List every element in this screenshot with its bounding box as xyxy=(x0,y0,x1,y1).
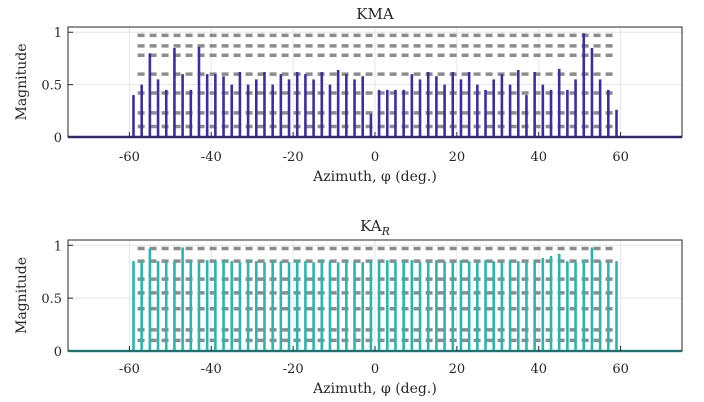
y-tick-label: 0 xyxy=(54,345,62,360)
x-tick-label: 0 xyxy=(371,150,379,165)
chart-title: KAR xyxy=(360,217,390,238)
chart-panel-2: -60 -40 -20 0 20 40 60 0 0.5 1 KAR Azimuth, φ (deg.… xyxy=(14,217,683,397)
x-tick-label: -20 xyxy=(283,150,304,165)
x-tick-label: 20 xyxy=(449,150,466,165)
y-tick-label: 0.5 xyxy=(41,292,62,307)
x-axis-label: Azimuth, φ (deg.) xyxy=(312,381,437,397)
x-tick-label: -60 xyxy=(119,150,140,165)
x-tick-label: -40 xyxy=(201,362,222,377)
y-axis-label: Magnitude xyxy=(14,43,30,120)
y-tick-label: 0 xyxy=(54,131,62,146)
x-tick-label: -60 xyxy=(119,362,140,377)
x-tick-label: 40 xyxy=(530,150,547,165)
x-tick-label: 60 xyxy=(612,150,629,165)
x-tick-label: -20 xyxy=(283,362,304,377)
chart-title: KMA xyxy=(356,5,394,23)
x-tick-label: 40 xyxy=(530,362,547,377)
x-axis-label: Azimuth, φ (deg.) xyxy=(312,169,437,185)
chart-panel-1: -60 -40 -20 0 20 40 60 0 0.5 1 KMA Azimuth, φ (deg.… xyxy=(14,5,683,185)
y-tick-label: 1 xyxy=(54,239,62,254)
chart-title-subscript: R xyxy=(381,225,390,238)
y-tick-label: 0.5 xyxy=(41,79,62,94)
x-tick-label: 20 xyxy=(449,362,466,377)
x-tick-label: 0 xyxy=(371,362,379,377)
x-tick-label: 60 xyxy=(612,362,629,377)
y-axis-label: Magnitude xyxy=(14,257,30,334)
y-tick-label: 1 xyxy=(54,26,62,41)
x-tick-label: -40 xyxy=(201,150,222,165)
